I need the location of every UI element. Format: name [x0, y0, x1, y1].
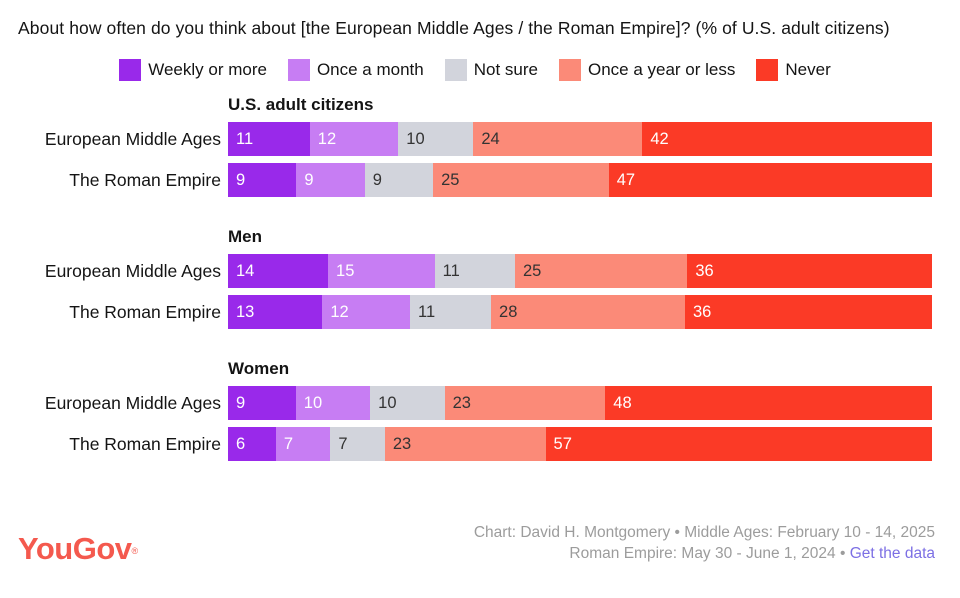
stacked-bar: 9 10 10 23 48 [228, 386, 933, 420]
get-the-data-link[interactable]: Get the data [849, 545, 935, 562]
bar-row-the-roman-empire: The Roman Empire 6 7 7 23 57 [18, 427, 933, 461]
group-men: Men European Middle Ages 14 15 11 25 36 The Rom… [18, 226, 933, 329]
bar-segment-once-a-year-or-less: 23 [384, 427, 546, 461]
legend: Weekly or more Once a month Not sure Once a… [18, 58, 932, 82]
bar-segment-once-a-month: 9 [296, 163, 365, 197]
row-label: The Roman Empire [69, 169, 221, 190]
bar-segment-not-sure: 10 [370, 386, 445, 420]
legend-label: Once a month [316, 60, 424, 79]
yougov-logo: YouGov ® [18, 531, 139, 566]
legend-swatch [287, 59, 310, 81]
bar-segment-not-sure: 11 [434, 254, 515, 288]
bar-segment-never: 36 [687, 254, 932, 288]
bar-segment-once-a-month: 12 [322, 295, 410, 329]
bar-segment-once-a-month: 7 [275, 427, 331, 461]
stacked-bar: 11 12 10 24 42 [228, 122, 933, 156]
bar-segment-never: 42 [642, 122, 933, 156]
bar-segment-weekly-or-more: 9 [228, 163, 297, 197]
stacked-bar: 13 12 11 28 36 [228, 295, 933, 329]
chart-title: About how often do you think about [the … [18, 18, 890, 38]
bar-segment-not-sure: 7 [330, 427, 385, 461]
legend-item-not-sure: Not sure [444, 59, 538, 81]
credit-line-2: Roman Empire: May 30 - June 1, 2024 • Ge… [474, 543, 935, 564]
bar-row-the-roman-empire: The Roman Empire 9 9 9 25 47 [18, 163, 932, 197]
bar-segment-never: 47 [608, 163, 932, 197]
bar-segment-not-sure: 9 [364, 163, 434, 197]
bar-segment-once-a-month: 10 [295, 386, 371, 420]
bar-row-european-middle-ages: European Middle Ages 14 15 11 25 36 [18, 254, 932, 288]
group-women: Women European Middle Ages 9 10 10 23 48 The Ro… [18, 358, 933, 461]
registered-mark: ® [131, 546, 139, 556]
bar-segment-weekly-or-more: 9 [228, 386, 296, 420]
group-header: Men [228, 227, 262, 246]
legend-label: Never [785, 60, 831, 79]
bar-segment-once-a-year-or-less: 25 [514, 254, 688, 288]
group-u-s-adult-citizens: U.S. adult citizens European Middle Ages 1… [18, 94, 933, 197]
bar-segment-once-a-year-or-less: 28 [491, 295, 685, 329]
bar-segment-never: 48 [605, 386, 933, 420]
legend-item-weekly-or-more: Weekly or more [119, 59, 267, 81]
bar-segment-weekly-or-more: 13 [228, 295, 323, 329]
legend-item-once-a-month: Once a month [287, 59, 424, 81]
chart-credit: Chart: David H. Montgomery • Middle Ages… [474, 522, 935, 564]
bar-segment-once-a-month: 12 [309, 122, 399, 156]
footer: YouGov ® Chart: David H. Montgomery • Mid… [18, 522, 935, 564]
bar-segment-never: 57 [545, 427, 933, 461]
legend-swatch [119, 59, 142, 81]
row-label: European Middle Ages [44, 260, 221, 281]
legend-swatch [444, 59, 467, 81]
credit-line-2-text: Roman Empire: May 30 - June 1, 2024 • [569, 545, 850, 562]
bar-segment-once-a-year-or-less: 23 [444, 386, 606, 420]
row-label: European Middle Ages [44, 392, 221, 413]
bar-segment-weekly-or-more: 6 [228, 427, 276, 461]
bar-row-european-middle-ages: European Middle Ages 9 10 10 23 48 [18, 386, 933, 420]
legend-label: Once a year or less [587, 60, 736, 79]
bar-segment-weekly-or-more: 11 [228, 122, 310, 156]
legend-swatch [558, 59, 581, 81]
bar-segment-once-a-year-or-less: 25 [433, 163, 609, 197]
stacked-bar: 14 15 11 25 36 [228, 254, 932, 288]
row-label: The Roman Empire [69, 301, 221, 322]
stacked-bar: 6 7 7 23 57 [228, 427, 933, 461]
legend-item-never: Never [756, 59, 831, 81]
yougov-logo-text: YouGov [18, 531, 132, 566]
bar-segment-never: 36 [684, 295, 933, 329]
bar-segment-not-sure: 10 [398, 122, 474, 156]
bar-segment-weekly-or-more: 14 [228, 254, 329, 288]
row-label: The Roman Empire [69, 433, 221, 454]
bar-segment-once-a-month: 15 [328, 254, 435, 288]
bar-segment-not-sure: 11 [410, 295, 492, 329]
bar-segment-once-a-year-or-less: 24 [473, 122, 643, 156]
row-label: European Middle Ages [44, 128, 221, 149]
group-header: U.S. adult citizens [228, 95, 374, 114]
bar-row-european-middle-ages: European Middle Ages 11 12 10 24 42 [18, 122, 933, 156]
chart: U.S. adult citizens European Middle Ages 1… [18, 94, 933, 461]
credit-line-1: Chart: David H. Montgomery • Middle Ages… [473, 524, 935, 541]
bar-row-the-roman-empire: The Roman Empire 13 12 11 28 36 [18, 295, 933, 329]
group-header: Women [228, 359, 290, 378]
legend-item-once-a-year-or-less: Once a year or less [558, 59, 736, 81]
legend-label: Not sure [473, 60, 538, 79]
stacked-bar: 9 9 9 25 47 [228, 163, 932, 197]
legend-label: Weekly or more [148, 60, 267, 79]
legend-swatch [756, 59, 779, 81]
